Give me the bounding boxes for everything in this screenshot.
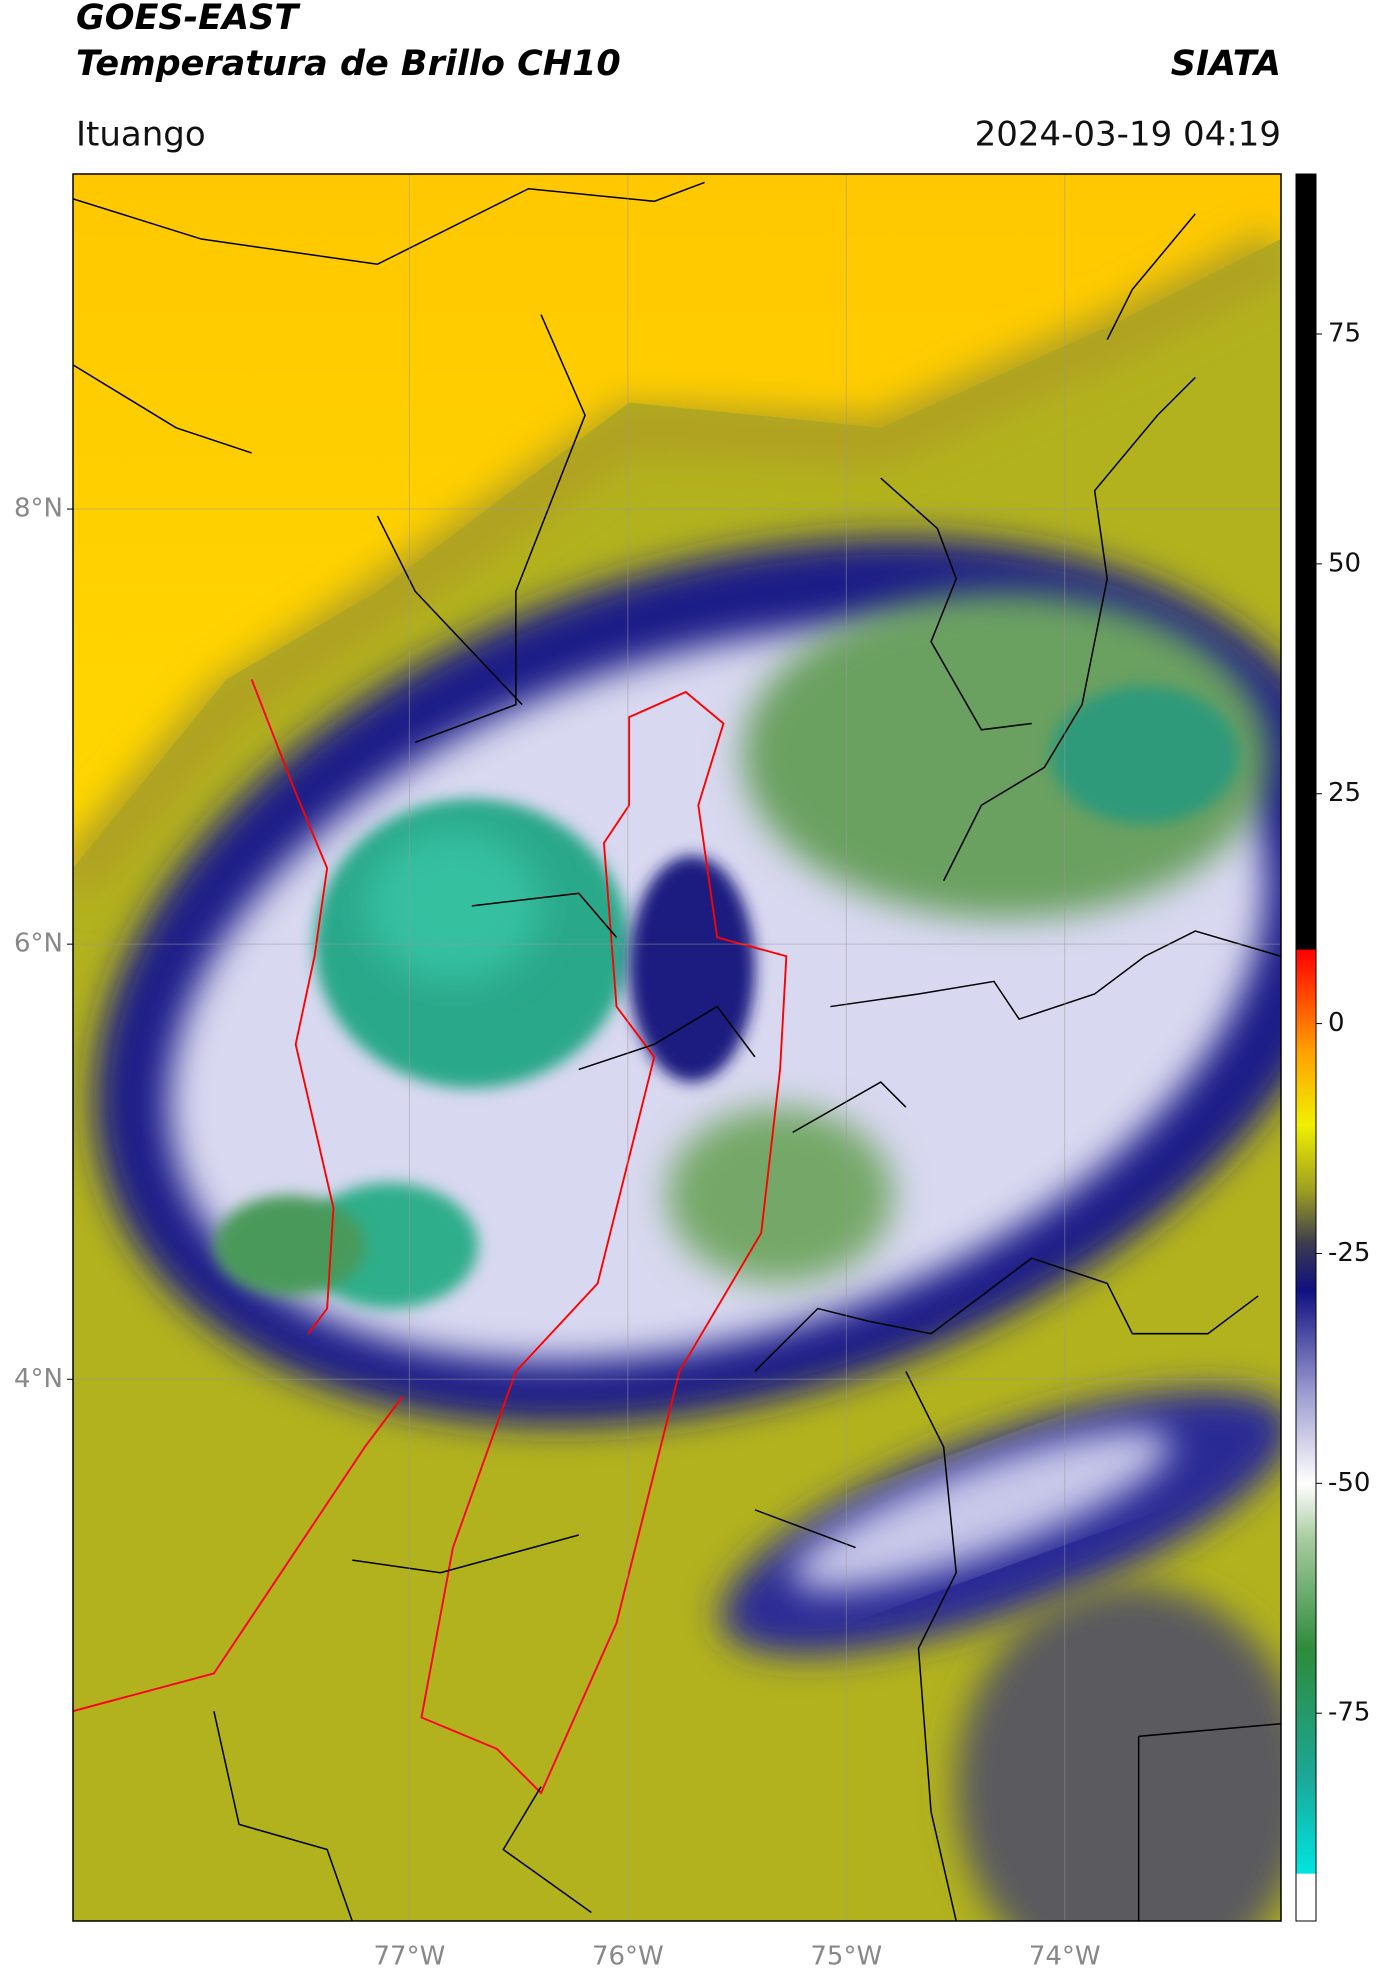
- colorbar-tick-label: -25: [1328, 1238, 1370, 1268]
- map-image: [73, 174, 1281, 1921]
- colorbar-fill: [1295, 173, 1317, 1922]
- y-tick-label: 4°N: [14, 1364, 63, 1394]
- colorbar-tick-label: 50: [1328, 548, 1361, 578]
- y-tick-label: 8°N: [14, 494, 63, 524]
- x-tick-label: 76°W: [592, 1942, 664, 1972]
- colorbar-tick-label: 75: [1328, 318, 1361, 348]
- colorbar-tick-label: -50: [1328, 1468, 1370, 1498]
- x-tick-label: 74°W: [1029, 1942, 1101, 1972]
- axes: 77°W 76°W 75°W 74°W 8°N 6°N 4°N: [14, 494, 1101, 1972]
- grid: [73, 174, 1281, 1921]
- colorbar-tick-label: 0: [1328, 1008, 1345, 1038]
- title: GOES-EAST: [76, 0, 301, 38]
- x-tick-label: 75°W: [810, 1942, 882, 1972]
- source: SIATA: [1171, 44, 1281, 84]
- x-tick-label: 77°W: [374, 1942, 446, 1972]
- datetime: 2024-03-19 04:19: [975, 115, 1281, 155]
- subtitle: Temperatura de Brillo CH10: [76, 44, 621, 84]
- colorbar-tick-label: 25: [1328, 778, 1361, 808]
- location: Ituango: [76, 115, 206, 155]
- colorbar-tick-label: -75: [1328, 1698, 1370, 1728]
- y-tick-label: 6°N: [14, 929, 63, 959]
- map-frame: [72, 173, 1282, 1922]
- colorbar: 75 50 25 0 -25 -50 -75: [1295, 173, 1370, 1922]
